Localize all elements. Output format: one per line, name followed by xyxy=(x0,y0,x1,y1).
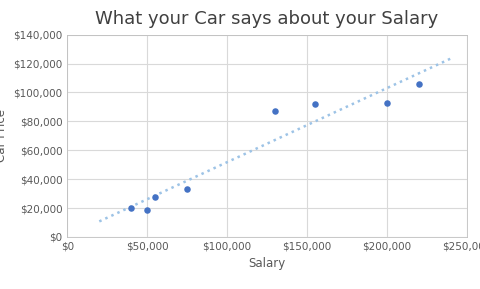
Point xyxy=(414,81,421,86)
Y-axis label: Car Price: Car Price xyxy=(0,109,8,162)
X-axis label: Salary: Salary xyxy=(248,257,285,271)
Point xyxy=(151,194,159,199)
Point xyxy=(183,187,191,192)
Title: What your Car says about your Salary: What your Car says about your Salary xyxy=(95,10,438,27)
Point xyxy=(271,109,278,114)
Point xyxy=(127,206,135,210)
Point xyxy=(311,102,318,106)
Point xyxy=(382,100,390,105)
Point xyxy=(143,207,151,212)
